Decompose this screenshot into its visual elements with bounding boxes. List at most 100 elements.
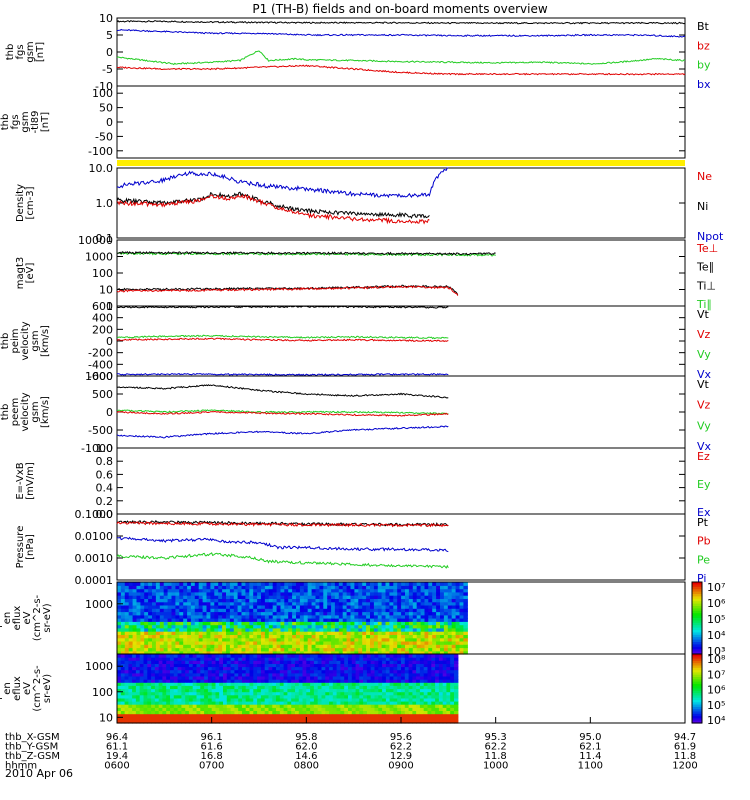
- spectrogram-cell: [280, 640, 285, 645]
- spectrogram-cell: [401, 688, 406, 693]
- spectrogram-cell: [370, 694, 376, 699]
- spectrogram-cell: [230, 663, 235, 668]
- spectrogram-cell: [310, 716, 315, 721]
- spectrogram-cell: [446, 654, 451, 658]
- spectrogram-cell: [428, 601, 433, 606]
- spectrogram-cell: [198, 640, 204, 645]
- spectrogram-cell: [206, 604, 211, 609]
- spectrogram-cell: [351, 710, 357, 715]
- spectrogram-cell: [342, 631, 348, 635]
- spectrogram-cell: [200, 713, 205, 718]
- spectrogram-cell: [366, 719, 372, 724]
- spectrogram-cell: [198, 601, 204, 606]
- spectrogram-cell: [325, 688, 330, 693]
- spectrogram-cell: [455, 634, 461, 639]
- spectrogram-cell: [459, 595, 464, 599]
- spectrogram-cell: [210, 621, 215, 626]
- spectrogram-cell: [342, 634, 348, 639]
- y-tick-label: 0.2: [96, 495, 114, 508]
- spectrogram-cell: [229, 647, 235, 652]
- spectrogram-cell: [226, 595, 231, 599]
- spectrogram-cell: [373, 585, 379, 590]
- spectrogram-cell: [155, 634, 161, 639]
- spectrogram-cell: [377, 637, 383, 642]
- spectrogram-cell: [338, 582, 344, 586]
- spectrogram-cell: [306, 716, 311, 721]
- spectrogram-cell: [132, 672, 137, 677]
- spectrogram-cell: [206, 618, 211, 622]
- spectrogram-cell: [155, 598, 161, 603]
- spectrogram-cell: [296, 614, 301, 619]
- spectrogram-cell: [128, 719, 133, 724]
- spectrogram-cell: [389, 657, 394, 661]
- spectrogram-cell: [139, 710, 145, 715]
- spectrogram-cell: [233, 588, 239, 593]
- spectrogram-cell: [245, 660, 251, 664]
- spectrogram-cell: [303, 608, 309, 613]
- spectrogram-cell: [280, 644, 285, 649]
- spectrogram-cell: [222, 647, 227, 652]
- spectrogram-cell: [358, 647, 363, 652]
- spectrogram-cell: [317, 710, 323, 715]
- spectrogram-cell: [210, 588, 215, 593]
- spectrogram-cell: [419, 697, 425, 702]
- spectrogram-cell: [196, 672, 201, 677]
- spectrogram-cell: [163, 618, 169, 622]
- spectrogram-cell: [163, 611, 169, 616]
- spectrogram-cell: [363, 697, 368, 702]
- spectrogram-cell: [319, 608, 324, 613]
- spectrogram-cell: [408, 682, 413, 686]
- spectrogram-cell: [401, 601, 406, 606]
- spectrogram-cell: [202, 595, 208, 599]
- spectrogram-cell: [315, 588, 320, 593]
- spectrogram-cell: [132, 582, 138, 586]
- spectrogram-cell: [295, 666, 300, 671]
- spectrogram-cell: [397, 640, 402, 645]
- spectrogram-cell: [378, 685, 383, 690]
- spectrogram-cell: [117, 694, 122, 699]
- spectrogram-cell: [389, 694, 394, 699]
- spectrogram-cell: [346, 640, 352, 645]
- spectrogram-cell: [226, 679, 232, 683]
- spectrogram-cell: [416, 660, 421, 664]
- spectrogram-cell: [440, 621, 445, 626]
- spectrogram-cell: [152, 644, 157, 649]
- spectrogram-cell: [397, 654, 402, 658]
- spectrogram-cell: [229, 618, 235, 622]
- spectrogram-cell: [344, 716, 349, 721]
- spectrogram-cell: [117, 614, 122, 619]
- spectrogram-cell: [381, 631, 387, 635]
- spectrogram-cell: [166, 676, 171, 680]
- spectrogram-cell: [432, 644, 437, 649]
- spectrogram-cell: [219, 657, 224, 661]
- spectrogram-cell: [334, 621, 340, 626]
- spectrogram-cell: [420, 634, 426, 639]
- spectrogram-cell: [346, 608, 352, 613]
- spectrogram-cell: [238, 688, 243, 693]
- spectrogram-cell: [249, 598, 254, 603]
- spectrogram-cell: [451, 611, 457, 616]
- spectrogram-cell: [344, 697, 349, 702]
- spectrogram-cell: [226, 588, 231, 593]
- spectrogram-cell: [135, 657, 141, 661]
- spectrogram-cell: [373, 601, 379, 606]
- spectrogram-cell: [272, 618, 278, 622]
- spectrogram-cell: [245, 640, 250, 645]
- spectrogram-cell: [331, 614, 336, 619]
- spectrogram-cell: [152, 637, 157, 642]
- spectrogram-cell: [438, 663, 444, 668]
- spectrogram-cell: [427, 685, 432, 690]
- spectrogram-cell: [385, 679, 391, 683]
- spectrogram-cell: [229, 608, 235, 613]
- spectrogram-cell: [215, 666, 220, 671]
- y-tick-label: 0.8: [96, 455, 114, 468]
- spectrogram-cell: [132, 685, 137, 690]
- spectrogram-cell: [233, 614, 239, 619]
- spectrogram-cell: [120, 719, 126, 724]
- series-Vx: [116, 425, 449, 439]
- spectrogram-cell: [260, 707, 266, 711]
- legend-entry: Vy: [697, 348, 711, 361]
- spectrogram-cell: [143, 654, 148, 658]
- spectrogram-cell: [198, 627, 204, 632]
- spectrogram-cell: [454, 713, 459, 718]
